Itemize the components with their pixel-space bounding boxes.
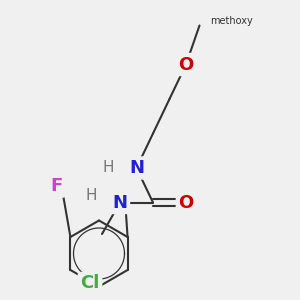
Text: H: H bbox=[102, 160, 114, 175]
Text: N: N bbox=[112, 194, 128, 211]
Text: O: O bbox=[178, 56, 194, 74]
Text: F: F bbox=[51, 177, 63, 195]
Text: Cl: Cl bbox=[80, 274, 100, 292]
Text: O: O bbox=[178, 194, 194, 211]
Text: methoxy: methoxy bbox=[210, 16, 253, 26]
Text: N: N bbox=[129, 159, 144, 177]
Text: H: H bbox=[86, 188, 97, 202]
